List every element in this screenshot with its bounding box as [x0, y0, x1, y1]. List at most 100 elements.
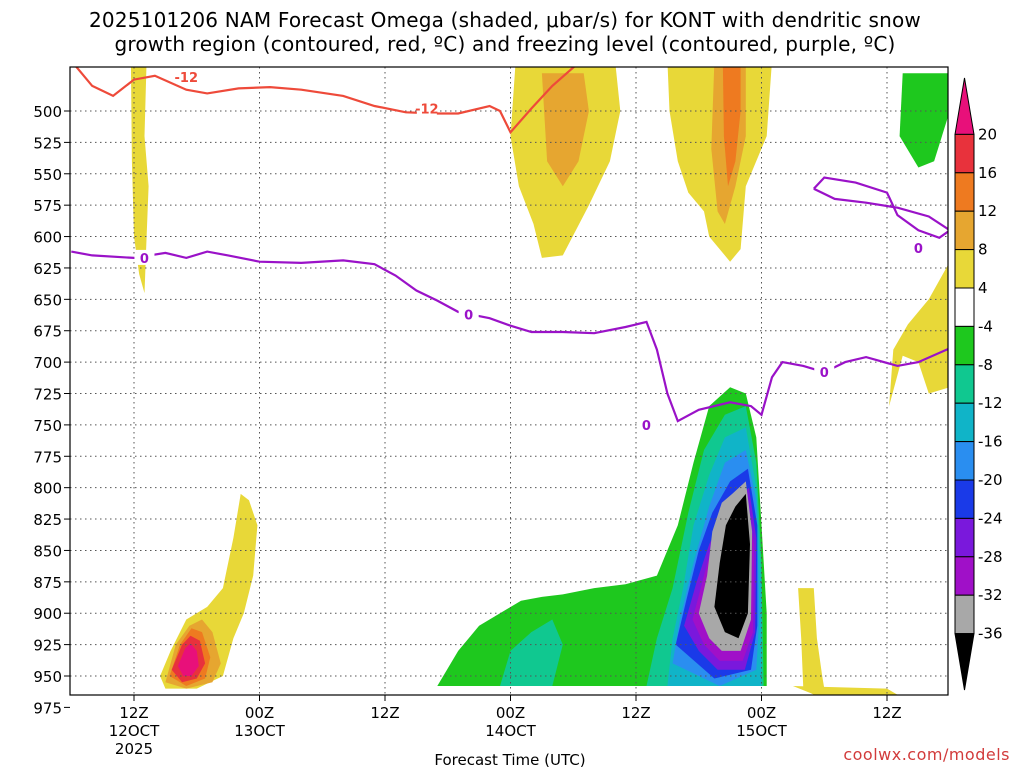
colorbar-bin--24 [954, 479, 975, 519]
freezing-label-text: 0 [140, 252, 149, 267]
x-tick-date-60: 15OCT [736, 722, 787, 740]
colorbar-bin-4 [954, 249, 975, 289]
freezing-label-2: 0 [636, 416, 657, 434]
colorbar-bin--32 [954, 556, 975, 596]
freezing-label-text: 0 [464, 308, 473, 323]
x-tick-date-0: 12OCT [109, 722, 160, 740]
freezing-closed-label-0: 0 [908, 239, 929, 257]
colorbar-level--24: -24 [978, 509, 1003, 527]
freezing-label-0: 0 [134, 249, 155, 267]
chart-title: 2025101206 NAM Forecast Omega (shaded, μ… [0, 8, 1010, 56]
omega-region-13 [792, 686, 898, 695]
y-axis: 500 525 550 575 600 625 650 675 700 725 750 775 800 8… [33, 103, 70, 717]
x-tick-label-48: 12Z [621, 704, 650, 722]
colorbar-level--28: -28 [978, 548, 1003, 566]
freezing-closed-label-bg [908, 239, 929, 255]
y-tick-label-900: 900 [33, 605, 62, 623]
colorbar-bin--4 [954, 287, 975, 327]
colorbar-level--16: -16 [978, 433, 1003, 451]
freezing-level-closed-contour [812, 176, 948, 240]
omega-region-16 [165, 550, 187, 572]
freezing-label-bg [636, 416, 657, 432]
y-tick-label-700: 700 [33, 354, 62, 372]
y-tick-label-825: 825 [33, 511, 62, 529]
x-tick-label-24: 12Z [370, 704, 399, 722]
colorbar-level--12: -12 [978, 394, 1003, 412]
y-tick-label-950: 950 [33, 668, 62, 686]
x-tick-date-36: 14OCT [485, 722, 536, 740]
colorbar-bin--12 [954, 364, 975, 404]
y-tick-label-525: 525 [33, 134, 62, 152]
dgz-minus12-contour [75, 67, 576, 135]
colorbar-bottom-arrow [954, 633, 975, 691]
freezing-label-bg [134, 249, 155, 265]
omega-region-6 [889, 264, 948, 407]
y-tick-label-625: 625 [33, 260, 62, 278]
freezing-label-bg [458, 306, 479, 322]
dgz-label-0: -12 [175, 69, 199, 86]
x-tick-label-12: 00Z [245, 704, 274, 722]
dgz-label-bg [416, 100, 437, 116]
plot-frame [69, 66, 949, 696]
omega-core-black [714, 493, 750, 639]
colorbar-level--8: -8 [978, 356, 993, 374]
omega-region-17 [249, 666, 291, 689]
y-tick-label-725: 725 [33, 386, 62, 404]
colorbar-bin-16 [954, 133, 975, 174]
colorbar-level--4: -4 [978, 317, 993, 335]
y-tick-label-875: 875 [33, 574, 62, 592]
y-tick-label-600: 600 [33, 229, 62, 247]
omega-shading-layer [130, 67, 948, 695]
y-tick-label-675: 675 [33, 323, 62, 341]
x-tick-label-60: 00Z [747, 704, 776, 722]
x-tick-date-12: 13OCT [234, 722, 285, 740]
x-tick-label-72: 12Z [872, 704, 901, 722]
colorbar: 20 16 12 8 4 -4 -8 -12 -16 -20 -24 -28 -32 -36 [954, 77, 1003, 691]
colorbar-bin--20 [954, 441, 975, 481]
title-line-2: growth region (contoured, red, ºC) and f… [114, 32, 896, 56]
freezing-closed-label-text: 0 [914, 242, 923, 257]
dgz-label-text: -12 [175, 71, 199, 86]
y-tick-label-800: 800 [33, 480, 62, 498]
colorbar-top-arrow [954, 77, 975, 135]
x-axis-label: Forecast Time (UTC) [434, 751, 585, 768]
y-tick-label-550: 550 [33, 166, 62, 184]
title-line-1: 2025101206 NAM Forecast Omega (shaded, μ… [88, 8, 921, 32]
colorbar-level--36: -36 [978, 625, 1003, 643]
y-tick-label-750: 750 [33, 417, 62, 435]
y-tick-label-500: 500 [33, 103, 62, 121]
colorbar-level-8: 8 [978, 241, 988, 259]
x-tick-label-36: 00Z [496, 704, 525, 722]
y-tick-label-975: 975 [33, 699, 62, 717]
colorbar-level--32: -32 [978, 586, 1003, 604]
dgz-label-text: -12 [415, 102, 439, 117]
omega-region-11 [177, 643, 199, 676]
colorbar-level-4: 4 [978, 279, 988, 297]
colorbar-bin-8 [954, 210, 975, 251]
omega-region-12 [798, 588, 825, 695]
colorbar-bin--36 [954, 594, 975, 635]
x-tick-year-0: 2025 [115, 740, 153, 758]
contour-layer: 0 0 0 0 0 -12 -12 [71, 67, 948, 434]
y-tick-label-850: 850 [33, 542, 62, 560]
colorbar-bin--16 [954, 402, 975, 443]
grid-lines [70, 67, 948, 695]
colorbar-level-20: 20 [978, 125, 997, 143]
colorbar-level-16: 16 [978, 164, 997, 182]
omega-region-5 [722, 67, 741, 187]
omega-region-3 [541, 73, 589, 187]
colorbar-bin--28 [954, 517, 975, 558]
y-tick-label-775: 775 [33, 448, 62, 466]
colorbar-level-12: 12 [978, 202, 997, 220]
freezing-level-contour [71, 250, 948, 423]
freezing-label-text: 0 [642, 419, 651, 434]
dgz-label-1: -12 [415, 100, 439, 117]
freezing-label-bg [814, 364, 835, 380]
colorbar-level--20: -20 [978, 471, 1003, 489]
x-tick-label-0: 12Z [119, 704, 148, 722]
freezing-label-1: 0 [458, 306, 479, 323]
freezing-label-text: 0 [820, 366, 829, 381]
y-tick-label-925: 925 [33, 637, 62, 655]
